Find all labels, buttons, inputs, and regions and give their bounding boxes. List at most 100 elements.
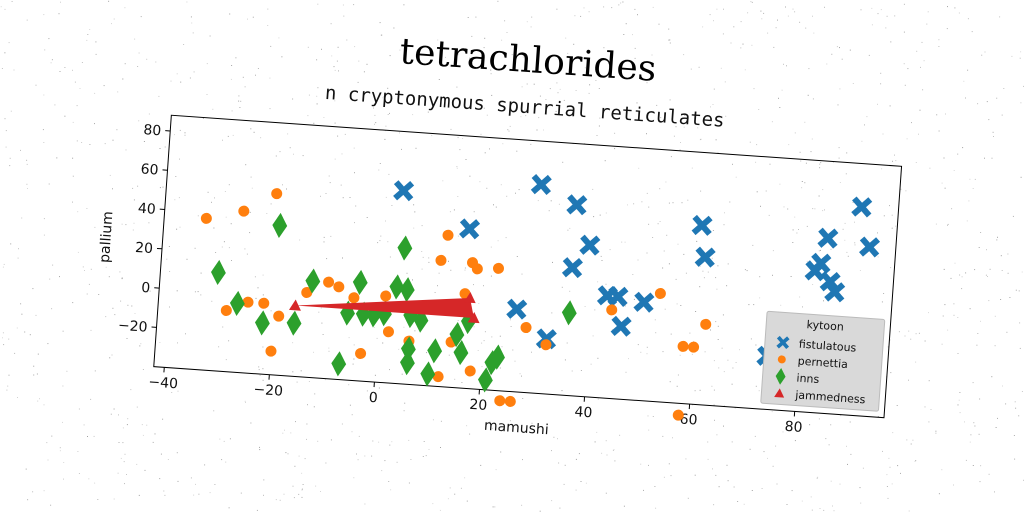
point-fistulatous bbox=[817, 227, 839, 249]
point-fistulatous bbox=[694, 246, 716, 268]
axes-frame bbox=[153, 114, 903, 419]
point-fistulatous bbox=[459, 218, 481, 240]
point-pernettia bbox=[494, 395, 506, 407]
legend-marker-jammedness bbox=[774, 388, 785, 398]
point-pernettia bbox=[471, 263, 483, 275]
point-inns bbox=[400, 336, 416, 362]
point-fistulatous bbox=[610, 315, 632, 337]
x-axis-label: mamushi bbox=[483, 418, 549, 438]
point-inns bbox=[490, 344, 505, 370]
x-tick-label: 20 bbox=[469, 397, 488, 414]
point-pernettia bbox=[442, 229, 454, 241]
point-inns bbox=[397, 235, 413, 261]
point-inns bbox=[305, 268, 321, 294]
x-tick-label: 40 bbox=[574, 404, 593, 421]
point-fistulatous bbox=[633, 291, 655, 313]
point-pernettia bbox=[271, 188, 283, 200]
y-axis-label: pallium bbox=[97, 211, 117, 264]
point-pernettia bbox=[435, 254, 447, 266]
x-tick-label: −40 bbox=[148, 374, 179, 392]
point-fistulatous bbox=[819, 271, 841, 293]
point-pernettia bbox=[464, 365, 476, 377]
point-pernettia bbox=[200, 212, 212, 224]
x-tick-label: −20 bbox=[253, 382, 284, 400]
point-inns bbox=[389, 274, 405, 300]
y-tick-label: 40 bbox=[137, 201, 156, 218]
point-pernettia bbox=[380, 290, 392, 302]
point-inns bbox=[210, 259, 226, 286]
point-fistulatous bbox=[393, 180, 415, 202]
point-pernettia bbox=[432, 371, 444, 383]
point-inns bbox=[286, 310, 302, 336]
point-inns bbox=[477, 367, 493, 393]
y-tick-label: 20 bbox=[135, 240, 154, 257]
x-tick-label: 60 bbox=[679, 411, 698, 428]
legend-label-fistulatous: fistulatous bbox=[798, 338, 857, 355]
point-pernettia bbox=[258, 297, 270, 309]
y-tick-label: 80 bbox=[143, 122, 162, 139]
point-pernettia bbox=[273, 310, 285, 322]
point-inns bbox=[561, 300, 577, 326]
point-fistulatous bbox=[530, 174, 552, 196]
point-pernettia bbox=[492, 262, 504, 274]
x-tick-label: 0 bbox=[368, 390, 378, 407]
point-pernettia bbox=[672, 409, 684, 421]
legend-marker-fistulatous bbox=[776, 335, 790, 350]
point-fistulatous bbox=[566, 194, 588, 216]
point-pernettia bbox=[333, 281, 345, 293]
axes-border bbox=[153, 114, 903, 419]
point-pernettia bbox=[238, 205, 250, 217]
point-pernettia bbox=[323, 276, 335, 288]
legend-label-inns: inns bbox=[796, 372, 820, 387]
point-pernettia bbox=[265, 345, 277, 357]
y-tick-label: 0 bbox=[141, 280, 151, 297]
point-pernettia bbox=[355, 347, 367, 359]
series-jammedness-area bbox=[295, 297, 474, 318]
point-fistulatous bbox=[561, 257, 583, 279]
point-inns bbox=[254, 310, 270, 336]
point-fistulatous bbox=[810, 252, 832, 274]
x-tick-label: 80 bbox=[784, 419, 803, 436]
point-fistulatous bbox=[579, 234, 601, 256]
point-fistulatous bbox=[859, 236, 881, 258]
point-inns bbox=[453, 340, 469, 366]
y-tick-label: −20 bbox=[117, 318, 148, 336]
point-fistulatous bbox=[607, 285, 629, 307]
legend-marker-inns bbox=[775, 368, 786, 385]
point-inns bbox=[352, 269, 368, 295]
point-pernettia bbox=[677, 340, 689, 352]
legend-title: kytoon bbox=[806, 318, 844, 334]
point-pernettia bbox=[606, 304, 618, 316]
point-jammedness bbox=[467, 311, 480, 324]
point-pernettia bbox=[348, 292, 360, 304]
point-pernettia bbox=[688, 341, 700, 353]
legend-label-jammedness: jammedness bbox=[794, 388, 866, 406]
point-inns bbox=[229, 290, 245, 316]
legend-box bbox=[760, 310, 886, 412]
legend-marker-pernettia bbox=[777, 355, 786, 364]
point-pernettia bbox=[654, 288, 666, 300]
point-inns bbox=[331, 351, 347, 377]
point-inns bbox=[400, 350, 415, 376]
point-inns bbox=[420, 361, 436, 387]
point-jammedness bbox=[288, 299, 301, 311]
point-fistulatous bbox=[824, 281, 846, 303]
point-fistulatous bbox=[851, 196, 873, 218]
point-pernettia bbox=[504, 395, 516, 407]
y-tick-label: 60 bbox=[140, 161, 159, 178]
point-pernettia bbox=[220, 305, 232, 317]
point-jammedness bbox=[463, 291, 476, 304]
point-pernettia bbox=[301, 286, 313, 298]
data-points bbox=[200, 174, 881, 421]
point-pernettia bbox=[242, 296, 254, 308]
point-pernettia bbox=[520, 322, 532, 334]
point-inns bbox=[399, 277, 415, 303]
point-fistulatous bbox=[506, 298, 528, 320]
point-pernettia bbox=[540, 339, 552, 351]
point-inns bbox=[449, 321, 465, 348]
legend-label-pernettia: pernettia bbox=[797, 355, 848, 371]
